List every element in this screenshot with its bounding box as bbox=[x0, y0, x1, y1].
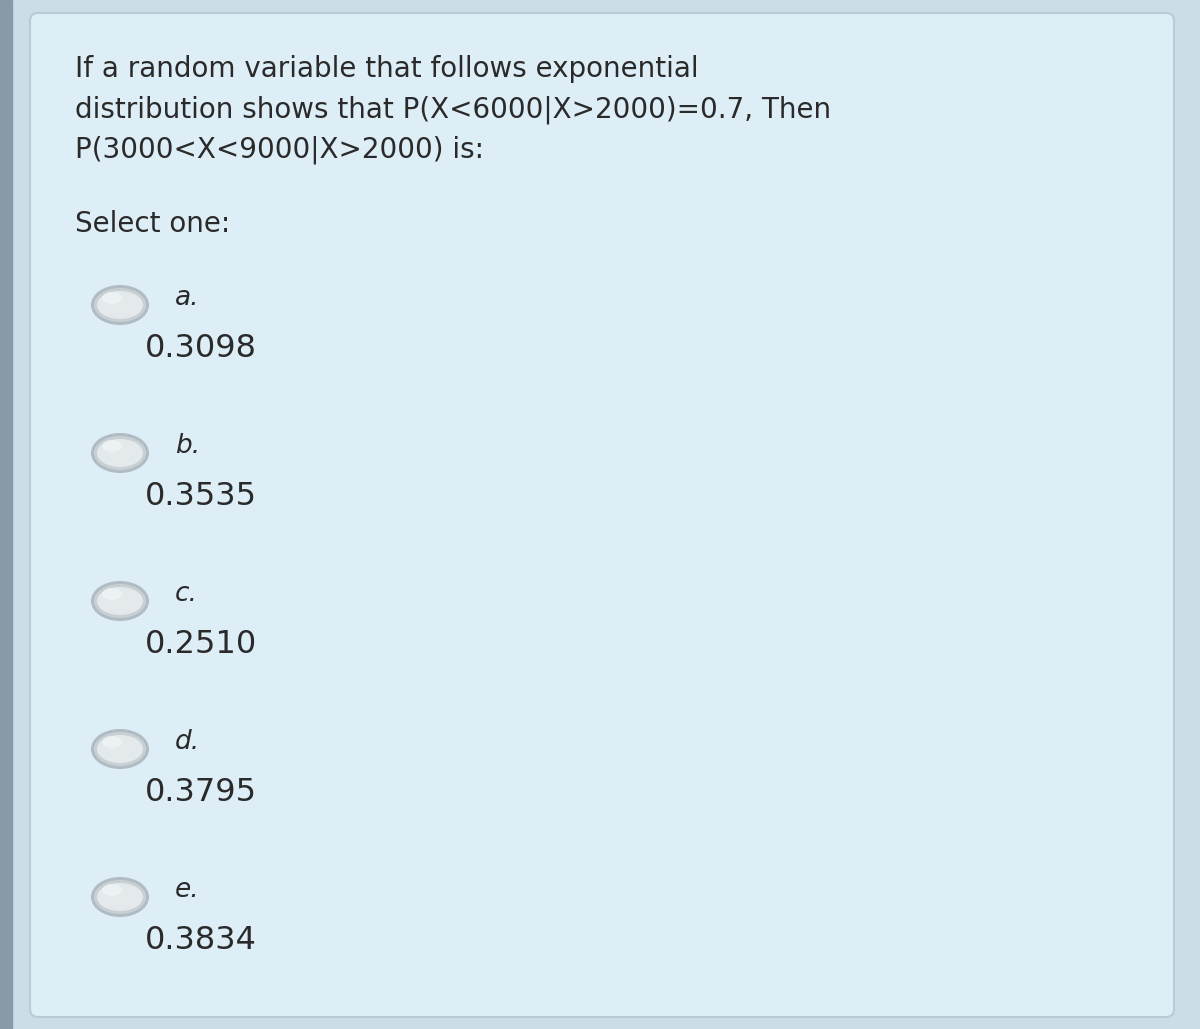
Text: 0.3098: 0.3098 bbox=[145, 333, 257, 364]
Text: 0.3535: 0.3535 bbox=[145, 481, 257, 512]
Ellipse shape bbox=[91, 285, 149, 325]
Text: distribution shows that P(X<6000|X>2000)=0.7, Then: distribution shows that P(X<6000|X>2000)… bbox=[74, 95, 832, 123]
Text: P(3000<X<9000|X>2000) is:: P(3000<X<9000|X>2000) is: bbox=[74, 135, 484, 164]
Ellipse shape bbox=[97, 735, 143, 762]
Ellipse shape bbox=[97, 291, 143, 319]
Text: Select one:: Select one: bbox=[74, 210, 230, 238]
Text: If a random variable that follows exponential: If a random variable that follows expone… bbox=[74, 55, 698, 83]
Ellipse shape bbox=[97, 587, 143, 615]
Ellipse shape bbox=[102, 884, 122, 896]
Ellipse shape bbox=[102, 736, 122, 748]
Ellipse shape bbox=[94, 880, 146, 914]
Ellipse shape bbox=[102, 292, 122, 304]
FancyBboxPatch shape bbox=[30, 13, 1174, 1017]
Text: b.: b. bbox=[175, 433, 200, 459]
Text: e.: e. bbox=[175, 877, 199, 903]
Bar bbox=[0, 0, 12, 1029]
Text: 0.2510: 0.2510 bbox=[145, 629, 257, 660]
Ellipse shape bbox=[94, 732, 146, 766]
Ellipse shape bbox=[94, 288, 146, 322]
Ellipse shape bbox=[91, 877, 149, 917]
Ellipse shape bbox=[97, 883, 143, 911]
Text: 0.3834: 0.3834 bbox=[145, 925, 257, 956]
Ellipse shape bbox=[97, 439, 143, 467]
Ellipse shape bbox=[91, 729, 149, 769]
Text: d.: d. bbox=[175, 729, 200, 755]
Ellipse shape bbox=[91, 433, 149, 473]
Ellipse shape bbox=[102, 440, 122, 452]
Ellipse shape bbox=[94, 584, 146, 618]
Ellipse shape bbox=[102, 588, 122, 600]
Text: 0.3795: 0.3795 bbox=[145, 777, 257, 808]
Text: a.: a. bbox=[175, 285, 199, 311]
Text: c.: c. bbox=[175, 581, 198, 607]
Ellipse shape bbox=[94, 436, 146, 470]
Ellipse shape bbox=[91, 581, 149, 620]
